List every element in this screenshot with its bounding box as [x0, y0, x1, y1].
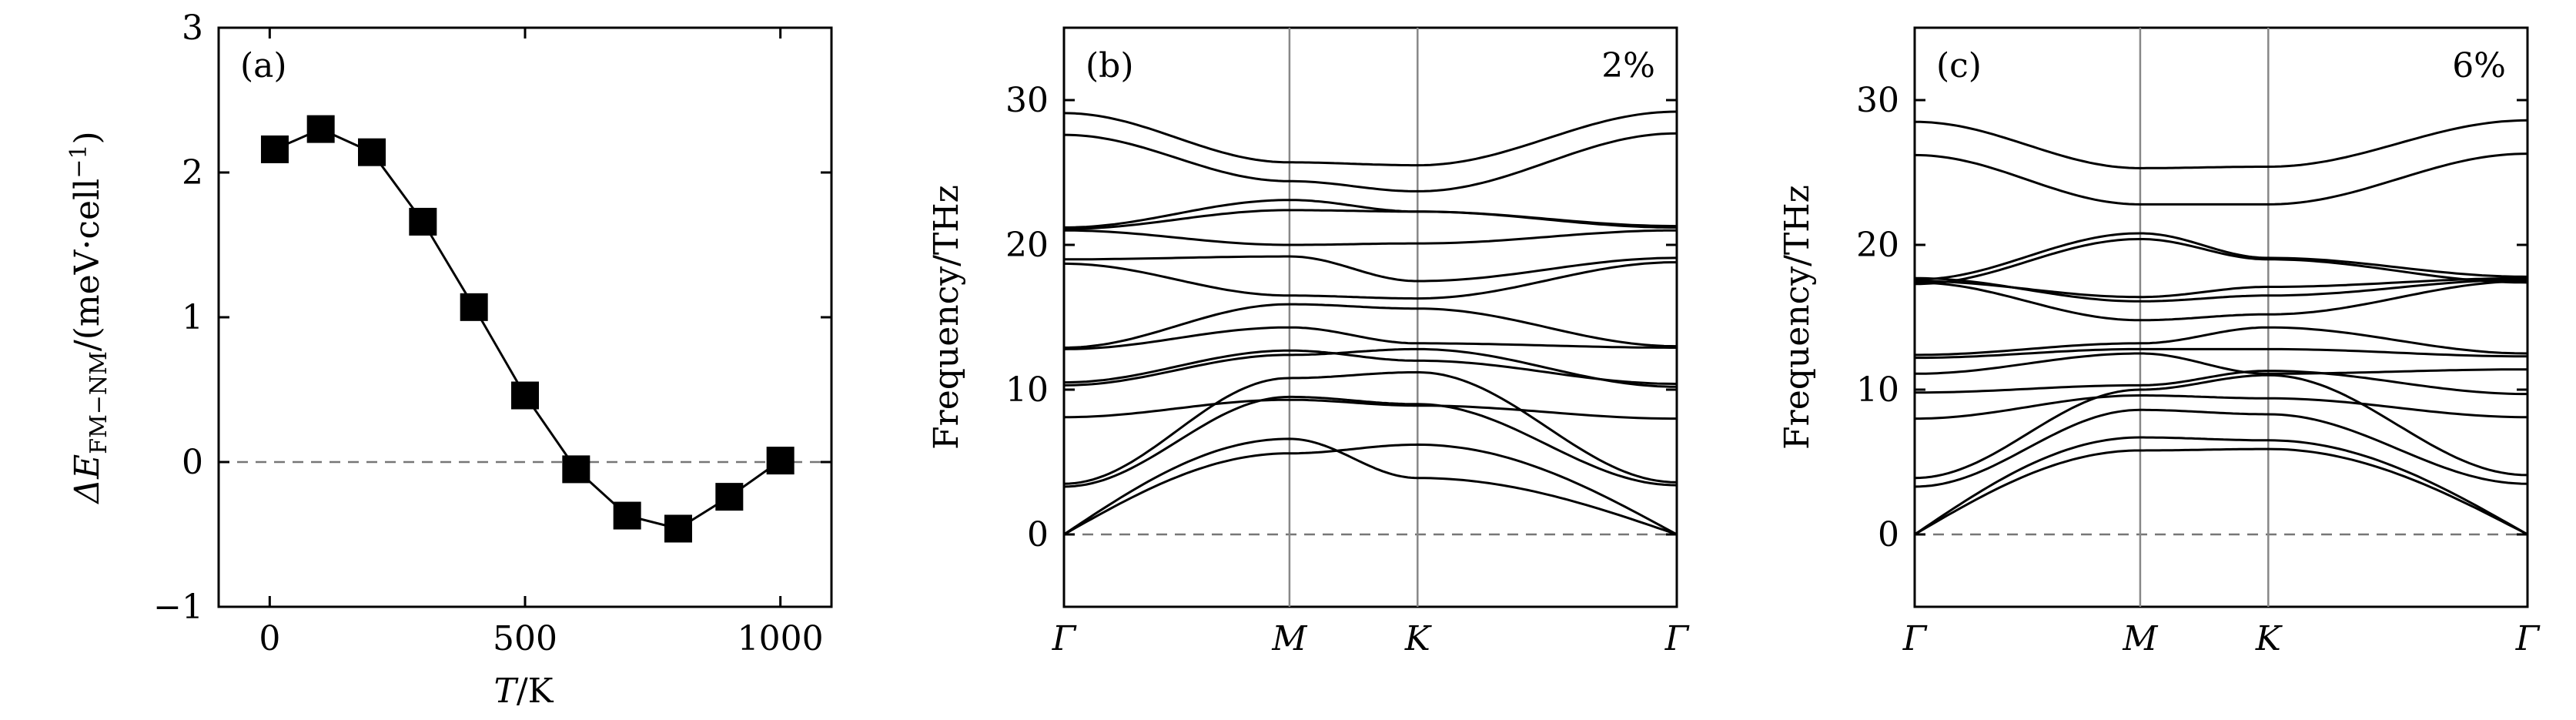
panel-c-phonon-6pct: 0 10 20 30 Γ M K Γ (c) 6% Frequency/THz — [1778, 26, 2541, 658]
panel-b-tag: (b) — [1086, 46, 1134, 85]
panel-a-x-axis-var: T — [493, 671, 519, 711]
b-k-point-label: M — [1271, 619, 1307, 658]
b-phonon-branch — [1063, 395, 1678, 488]
panel-a-y-axis-sub: FM−NM — [85, 351, 112, 454]
c-phonon-branch — [1914, 436, 2528, 536]
b-phonon-branch — [1063, 443, 1678, 536]
panel-a-y-axis-close: ) — [68, 131, 107, 144]
panel-a-y-axis-unit: /(meV·cell — [68, 179, 107, 351]
b-phonon-branch — [1063, 110, 1678, 167]
b-phonon-branch — [1063, 261, 1677, 300]
b-k-point-label: Γ — [1664, 619, 1690, 658]
panel-b-annotation: 2% — [1601, 46, 1655, 85]
c-y-tick-label: 30 — [1856, 81, 1899, 120]
panel-a-series — [260, 115, 795, 543]
c-phonon-branch — [1914, 152, 2528, 206]
c-phonon-branch — [1915, 394, 2527, 420]
panel-b-y-axis-label: Frequency/THz — [927, 185, 966, 450]
b-phonon-branch — [1063, 437, 1678, 536]
c-k-point-label: K — [2255, 619, 2283, 658]
panel-c-tag: (c) — [1936, 46, 1982, 85]
c-y-tick-label: 10 — [1856, 370, 1899, 410]
b-k-point-label: K — [1404, 619, 1432, 658]
panel-a-y-tick-label: 2 — [182, 153, 203, 193]
c-phonon-branch — [1914, 408, 2528, 488]
b-phonon-branch — [1064, 255, 1678, 283]
panel-a-data-point — [409, 207, 437, 236]
panel-a-x-axis-unit: /K — [517, 671, 554, 711]
panel-a-frame — [217, 26, 833, 608]
c-phonon-branch — [1915, 347, 2528, 360]
panel-a-data-point — [613, 501, 641, 530]
b-phonon-branch — [1063, 326, 1677, 350]
c-phonon-branch — [1914, 238, 2528, 286]
c-phonon-branch — [1914, 373, 2528, 480]
panel-a-data-point — [664, 514, 692, 543]
panel-c-frame — [1913, 26, 2529, 608]
panel-a-data-point — [511, 381, 539, 410]
b-phonon-branch — [1064, 229, 1677, 246]
b-phonon-branch — [1063, 303, 1678, 349]
b-phonon-branch — [1064, 209, 1677, 230]
panel-a-temperature-energy: (a) 0 500 1000 −1 0 1 2 3 T/K ΔEFM−NM/(meV·cell… — [65, 8, 833, 711]
panel-a-y-tick-label: 1 — [182, 298, 203, 337]
c-k-point-label: M — [2122, 619, 2158, 658]
panel-b-phonon-2pct: 0 10 20 30 Γ M K Γ (b) 2% Frequency/THz — [927, 26, 1690, 658]
c-phonon-branch — [1915, 326, 2528, 357]
panel-a-y-axis-label: ΔEFM−NM/(meV·cell−1) — [65, 131, 112, 504]
panel-a-ticks: 0 500 1000 −1 0 1 2 3 — [153, 8, 831, 658]
b-phonon-branch — [1063, 349, 1678, 385]
panel-a-series-line — [274, 127, 781, 531]
panel-c-annotation: 6% — [2452, 46, 2506, 85]
panel-a-x-tick-label: 500 — [493, 619, 557, 658]
panel-b-frame — [1062, 26, 1678, 608]
panel-b-series — [1063, 110, 1678, 536]
panel-a-x-axis-label: T/K — [493, 671, 554, 711]
panel-a-data-point — [766, 447, 795, 475]
c-phonon-branch — [1914, 370, 2527, 396]
b-phonon-branch — [1063, 132, 1678, 193]
panel-b-ticks: 0 10 20 30 Γ M K Γ — [1005, 81, 1690, 658]
panel-a-data-point — [358, 138, 386, 166]
c-y-tick-label: 20 — [1856, 226, 1899, 265]
b-k-point-label: Γ — [1052, 619, 1077, 658]
panel-a-data-point — [306, 115, 335, 143]
c-k-point-label: Γ — [1902, 619, 1928, 658]
b-y-tick-label: 20 — [1005, 226, 1049, 265]
c-phonon-branch — [1914, 447, 2528, 536]
b-y-tick-label: 10 — [1005, 370, 1049, 410]
b-phonon-branch — [1063, 347, 1677, 388]
c-phonon-branch — [1914, 232, 2528, 281]
panel-a-x-tick-label: 0 — [259, 619, 280, 658]
c-k-point-label: Γ — [2515, 619, 2541, 658]
panel-c-series — [1914, 119, 2528, 536]
panel-a-tag: (a) — [240, 46, 287, 85]
panel-a-data-point — [715, 483, 744, 511]
b-phonon-branch — [1064, 199, 1678, 229]
b-phonon-branch — [1064, 398, 1677, 420]
c-phonon-branch — [1915, 352, 2527, 375]
c-phonon-branch — [1915, 276, 2528, 299]
panel-c-y-axis-label: Frequency/THz — [1778, 185, 1817, 450]
c-phonon-branch — [1914, 280, 2528, 322]
panel-c-ticks: 0 10 20 30 Γ M K Γ — [1856, 81, 2541, 658]
panel-a-y-tick-label: 0 — [182, 443, 203, 482]
panel-a-y-tick-label: 3 — [182, 8, 203, 48]
b-phonon-branch — [1063, 370, 1678, 485]
panel-a-y-axis-prefix: ΔE — [68, 454, 107, 505]
panel-a-data-point — [460, 293, 488, 321]
panel-a-y-tick-label: −1 — [153, 588, 203, 627]
panel-b-guides — [1064, 28, 1677, 607]
c-y-tick-label: 0 — [1878, 515, 1899, 554]
panel-a-data-point — [260, 135, 289, 163]
panel-a-x-tick-label: 1000 — [738, 619, 824, 658]
panel-a-data-point — [562, 455, 590, 484]
panel-a-y-axis-exp: −1 — [65, 145, 92, 179]
b-y-tick-label: 30 — [1005, 81, 1049, 120]
c-phonon-branch — [1914, 119, 2528, 169]
panel-c-guides — [1915, 28, 2527, 607]
b-y-tick-label: 0 — [1027, 515, 1049, 554]
